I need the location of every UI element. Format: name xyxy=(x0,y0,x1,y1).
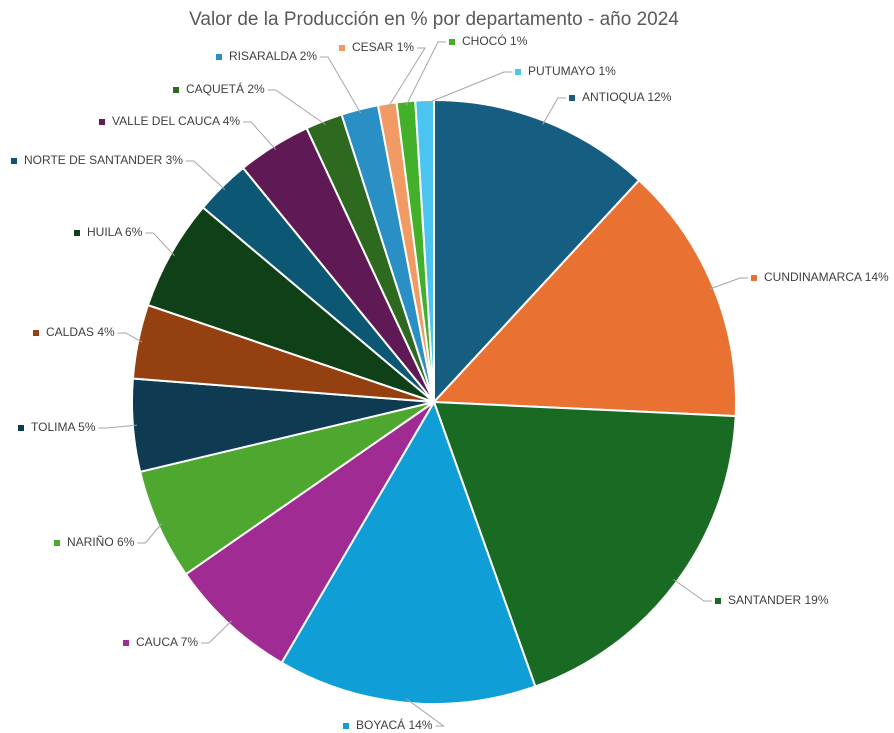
leader-line xyxy=(405,41,446,106)
leader-line xyxy=(405,698,446,727)
data-label: RISARALDA 2% xyxy=(229,49,317,63)
leader-line xyxy=(673,578,712,602)
value-label: 4% xyxy=(97,325,115,339)
pie-slice xyxy=(433,98,641,405)
data-label: NORTE DE SANTANDER 3% xyxy=(24,153,183,167)
pie-slice xyxy=(280,399,537,705)
category-label: BOYACÁ xyxy=(356,717,405,732)
category-label: PUTUMAYO xyxy=(528,64,595,78)
category-label: TOLIMA xyxy=(31,420,75,434)
legend-marker xyxy=(569,95,575,101)
value-label: 6% xyxy=(117,535,135,549)
value-label: 14% xyxy=(408,718,432,732)
data-label: CAUCA 7% xyxy=(136,635,198,649)
legend-marker xyxy=(11,158,17,164)
data-label: CALDAS 4% xyxy=(46,325,115,339)
value-label: 14% xyxy=(865,270,889,284)
data-label: CHOCÓ 1% xyxy=(462,33,528,48)
value-label: 2% xyxy=(247,82,265,96)
legend-marker xyxy=(343,723,349,729)
leader-line xyxy=(267,89,326,125)
legend-marker xyxy=(123,640,129,646)
category-label: CESAR xyxy=(352,40,394,54)
leader-line xyxy=(387,47,426,108)
value-label: 2% xyxy=(300,49,318,63)
leader-line xyxy=(542,97,566,125)
data-label: CAQUETÁ 2% xyxy=(186,81,265,96)
data-label: ANTIOQUA 12% xyxy=(582,90,672,104)
leader-line xyxy=(320,56,362,114)
value-label: 19% xyxy=(804,593,828,607)
category-label: CALDAS xyxy=(46,325,94,339)
category-label: VALLE DEL CAUCA xyxy=(112,114,220,128)
chart-title: Valor de la Producción en % por departam… xyxy=(189,9,679,30)
data-label: VALLE DEL CAUCA 4% xyxy=(112,114,240,128)
leader-line xyxy=(185,160,226,191)
value-label: 3% xyxy=(166,153,184,167)
data-label: TOLIMA 5% xyxy=(31,420,96,434)
data-label: CUNDINAMARCA 14% xyxy=(764,270,889,284)
leader-line xyxy=(145,232,175,257)
data-label: CESAR 1% xyxy=(352,40,414,54)
data-label: SANTANDER 19% xyxy=(728,593,829,607)
legend-marker xyxy=(74,230,80,236)
legend-marker xyxy=(99,119,105,125)
value-label: 5% xyxy=(78,420,96,434)
value-label: 7% xyxy=(181,635,199,649)
category-label: CUNDINAMARCA xyxy=(764,270,862,284)
leader-line xyxy=(201,620,232,644)
category-label: SANTANDER xyxy=(728,593,801,607)
category-label: NARIÑO xyxy=(67,535,114,549)
data-label: PUTUMAYO 1% xyxy=(528,64,616,78)
category-label: CHOCÓ xyxy=(462,33,507,48)
legend-marker xyxy=(339,45,345,51)
legend-marker xyxy=(33,330,39,336)
leader-line xyxy=(98,424,137,429)
legend-marker xyxy=(715,598,721,604)
legend-marker xyxy=(54,540,60,546)
legend-marker xyxy=(515,69,521,75)
value-label: 4% xyxy=(223,114,241,128)
leader-line xyxy=(424,71,512,105)
data-label: BOYACÁ 14% xyxy=(356,717,433,732)
leader-line xyxy=(117,332,143,343)
leader-line xyxy=(709,277,748,290)
category-label: NORTE DE SANTANDER xyxy=(24,153,163,167)
legend-marker xyxy=(18,425,24,431)
category-label: CAUCA xyxy=(136,635,178,649)
category-label: HUILA xyxy=(87,225,122,239)
legend-marker xyxy=(449,39,455,45)
leader-line xyxy=(243,121,277,150)
legend-marker xyxy=(216,54,222,60)
value-label: 1% xyxy=(510,34,528,48)
value-label: 1% xyxy=(397,40,415,54)
value-label: 1% xyxy=(598,64,616,78)
data-label: HUILA 6% xyxy=(87,225,143,239)
category-label: RISARALDA xyxy=(229,49,297,63)
value-label: 6% xyxy=(125,225,143,239)
category-label: ANTIOQUA xyxy=(582,90,645,104)
category-label: CAQUETÁ xyxy=(186,81,244,96)
leader-line xyxy=(137,523,163,544)
legend-marker xyxy=(173,87,179,93)
data-label: NARIÑO 6% xyxy=(67,535,135,549)
value-label: 12% xyxy=(647,90,671,104)
legend-marker xyxy=(751,275,757,281)
